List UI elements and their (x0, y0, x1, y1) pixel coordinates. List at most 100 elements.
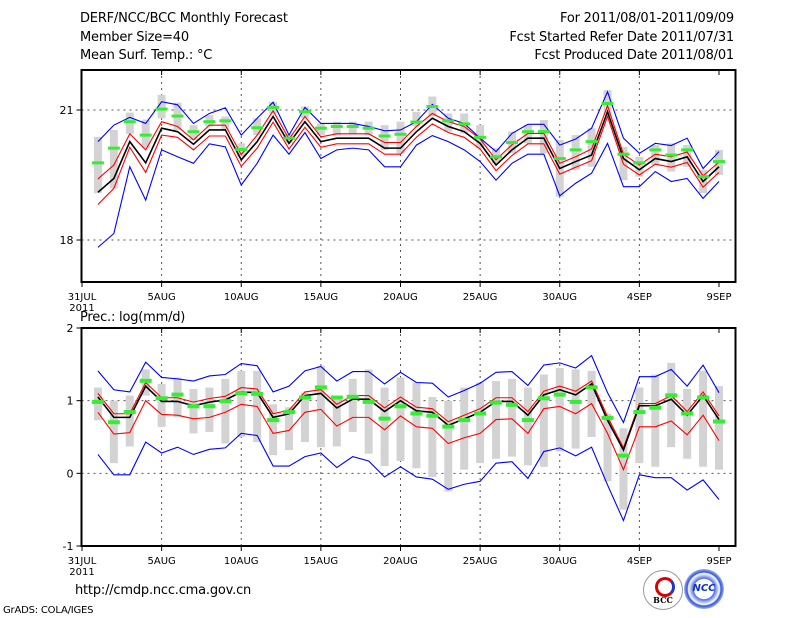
panel1-obs-marker (649, 148, 662, 152)
panel1-y-tick-label: 21 (60, 104, 74, 117)
panel2-y-tick-label: 2 (67, 322, 74, 335)
panel2-clim-range-bar (428, 397, 437, 477)
panel2-clim-range-bar (635, 387, 644, 464)
panel2-obs-marker (346, 394, 359, 399)
panel2-obs-marker (681, 411, 694, 416)
panel2-clim-range-bar (555, 367, 564, 452)
panel2-obs-marker (235, 391, 248, 396)
panel2-x-tick-label: 15AUG (304, 556, 339, 567)
panel2-obs-marker (442, 424, 455, 429)
panel1-obs-marker (426, 105, 439, 109)
panel2-clim-range-bar (412, 382, 421, 469)
ncc-logo: NCC (684, 569, 724, 609)
panel1-ensemble-mean-line (97, 109, 720, 193)
panel1-obs-marker (235, 147, 248, 151)
panel1-x-tick-label: 9SEP (706, 292, 731, 303)
panel1-obs-marker (298, 110, 311, 114)
panel2-clim-range-bar (380, 387, 389, 467)
panel1-x-tick-label: 25AUG (463, 292, 498, 303)
panel2-clim-range-bar (444, 400, 453, 492)
panel1-obs-marker (633, 161, 646, 165)
panel1-obs-marker (553, 157, 566, 161)
panel2-clim-range-bar (699, 370, 708, 467)
panel1-obs-marker (442, 119, 455, 123)
panel2-clim-range-bar (205, 387, 214, 432)
panel1-clim-range-bar (651, 145, 660, 166)
ncc-logo-text: NCC (692, 583, 716, 594)
panel2-x-tick-label: 9SEP (706, 556, 731, 567)
panel2-clim-range-bar (667, 362, 676, 448)
panel2-clim-range-bar (507, 378, 516, 457)
panel1-x-tick-label: 4SEP (627, 292, 652, 303)
panel1-obs-marker (458, 122, 471, 126)
panel2-obs-marker (298, 395, 311, 400)
panel1-clim-range-bar (635, 156, 644, 177)
panel2-clim-range-bar (269, 404, 278, 456)
bcc-logo: BCC (643, 570, 683, 610)
bcc-logo-text: BCC (653, 595, 673, 605)
panel1-clim-range-bar (667, 143, 676, 172)
panel2-clim-range-bar (571, 369, 580, 449)
panel2-obs-marker (490, 400, 503, 405)
panel2-x-tick-label: 31JUL (68, 556, 97, 567)
panel2-clim-range-bar (332, 397, 341, 447)
panel1-obs-marker (107, 146, 120, 150)
panel1-obs-marker (617, 152, 630, 156)
panel1-obs-marker (139, 133, 152, 137)
panel2-mean-std-line (97, 380, 720, 450)
panel1-x-tick-label: 15AUG (304, 292, 339, 303)
panel1-obs-marker (713, 160, 725, 164)
panel2-clim-range-bar (157, 383, 166, 427)
member-size: Member Size=40 (80, 30, 189, 45)
panel1-clim-range-bar (396, 121, 405, 154)
panel2-clim-range-bar (651, 374, 660, 467)
panel2-obs-marker (617, 453, 630, 458)
panel1-obs-marker (219, 119, 232, 123)
panel2-clim-range-bar (93, 387, 102, 421)
source-url[interactable]: http://cmdp.ncc.cma.gov.cn (75, 583, 252, 598)
panel2-clim-range-bar (316, 365, 325, 448)
panel2-obs-marker (362, 399, 375, 404)
panel2-y-tick-label: 0 (67, 467, 74, 480)
panel1-obs-marker (394, 132, 407, 136)
panel2-obs-marker (474, 411, 487, 416)
panel2-ensemble-mean-line (97, 382, 720, 453)
panel2-obs-marker (505, 402, 518, 407)
panel1-obs-marker (537, 130, 550, 134)
panel2-clim-range-bar (221, 378, 230, 444)
panel2-clim-range-bar (364, 369, 373, 454)
panel1-obs-marker (346, 124, 359, 128)
panel2-obs-marker (330, 395, 343, 400)
panel1-obs-marker (569, 148, 582, 152)
panel1-obs-marker (267, 105, 280, 109)
chart-title: DERF/NCC/BCC Monthly Forecast (80, 11, 288, 26)
panel1-obs-marker (362, 126, 375, 130)
panel2-y-tick-label: -1 (63, 540, 74, 553)
grads-credit: GrADS: COLA/IGES (3, 605, 94, 616)
panel2-obs-marker (267, 418, 280, 423)
panel2-obs-marker (585, 385, 598, 390)
panel2-clim-range-bar (460, 387, 469, 470)
panel1-clim-range-bar (380, 125, 389, 150)
panel1-obs-marker (171, 114, 184, 118)
panel2-obs-marker (665, 393, 678, 398)
panel1-plot-frame (80, 69, 737, 283)
panel2-clim-range-bar (285, 407, 294, 451)
panel2-obs-marker (649, 405, 662, 410)
started-date: Fcst Started Refer Date 2011/07/31 (509, 30, 734, 45)
panel2-clim-range-bar (189, 389, 198, 434)
panel2-obs-marker (713, 419, 725, 424)
panel1-obs-marker (378, 134, 391, 138)
precip-panel-title: Prec.: log(mm/d) (80, 310, 186, 325)
panel1-x-tick-label: 31JUL (68, 292, 97, 303)
panel1-clim-range-bar (444, 113, 453, 132)
panel2-obs-marker (601, 415, 614, 420)
panel1-obs-marker (283, 136, 296, 140)
panel2-x-tick-label: 20AUG (383, 556, 418, 567)
panel1-obs-marker (474, 135, 487, 139)
panel1-obs-marker (314, 126, 327, 130)
panel2-obs-marker (314, 385, 327, 390)
panel1-obs-marker (601, 102, 614, 105)
panel2-x-tick-label: 25AUG (463, 556, 498, 567)
bcc-emblem-icon (655, 577, 675, 597)
